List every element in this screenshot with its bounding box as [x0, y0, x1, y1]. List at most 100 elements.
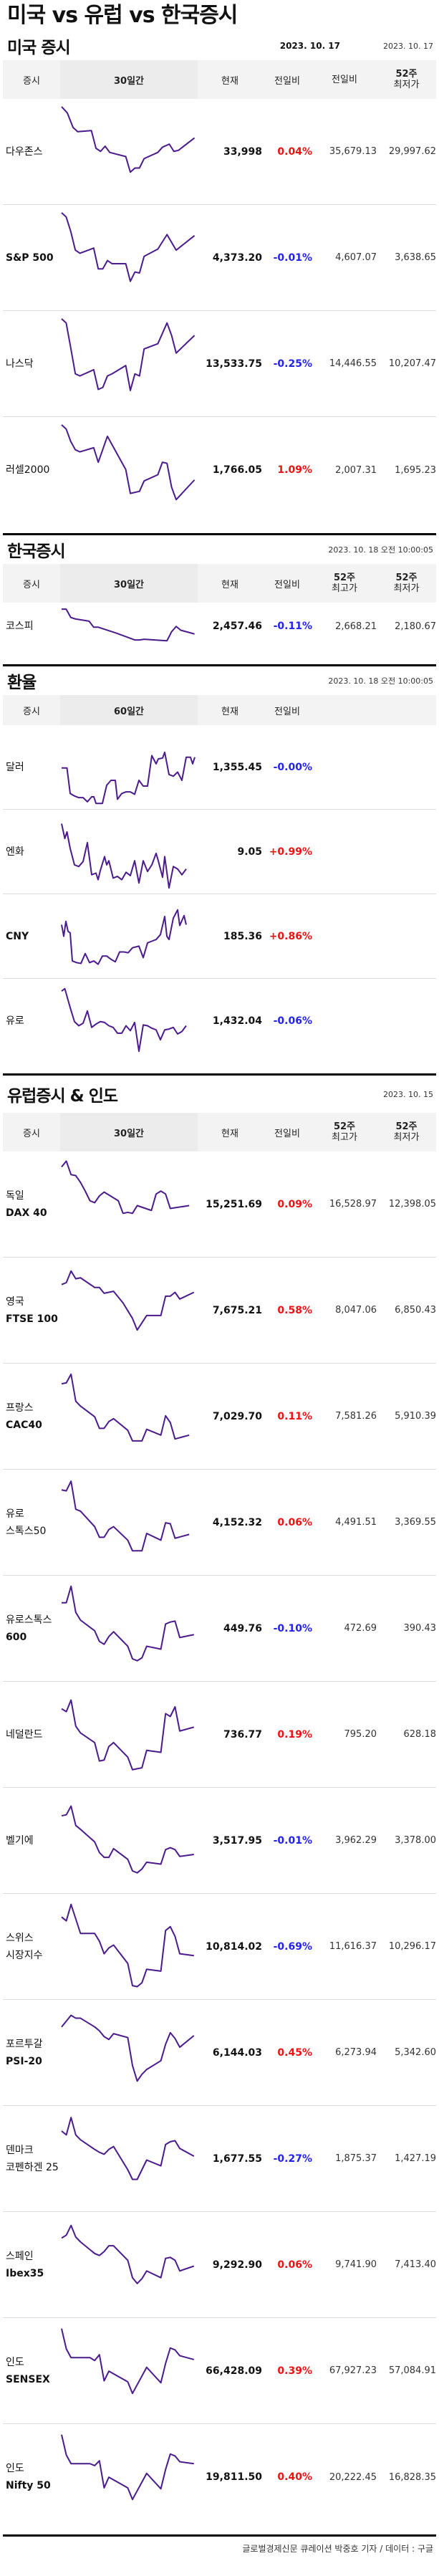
index-name-ko: 다우존스 — [6, 145, 43, 158]
current-value: 4,373.20 — [212, 252, 262, 264]
week52-high: 9,741.90 — [335, 2259, 377, 2270]
change-percent: -0.69% — [273, 1940, 312, 1953]
week52-high: 67,927.23 — [329, 2365, 377, 2376]
index-name-ko: 인도 — [6, 2463, 24, 2474]
index-name-ko: 코스피 — [6, 621, 34, 632]
week52-low: 6,850.43 — [395, 1305, 436, 1316]
change-percent: -0.27% — [273, 2153, 312, 2165]
header-current: 현재 — [221, 1128, 238, 1139]
current-value: 10,814.02 — [206, 1940, 262, 1953]
current-value: 736.77 — [223, 1728, 262, 1741]
header-low: 52주 최저가 — [393, 69, 420, 90]
index-name: 다우존스 — [3, 143, 60, 161]
week52-low: 5,910.39 — [395, 1411, 436, 1422]
header-current: 현재 — [221, 579, 238, 590]
sparkline — [60, 982, 198, 1060]
current-value: 4,152.32 — [212, 1516, 262, 1528]
index-name-ko: 덴마크 — [6, 2144, 34, 2156]
change-percent: -0.11% — [273, 621, 312, 632]
sparkline — [60, 1791, 198, 1891]
table-row: 코스피 2,457.46 -0.11% 2,668.21 2,180.67 — [3, 603, 436, 650]
index-name: 벨기에 — [3, 1832, 60, 1849]
us-rows: 다우존스 33,998 0.04% 35,679.13 29,997.62 S&P 500… — [3, 99, 436, 523]
sparkline — [60, 314, 198, 414]
korea-market-section: 한국증시 2023. 10. 18 오전 10:00:05 증시 30일간 현재… — [3, 535, 436, 650]
sparkline-chart — [61, 424, 196, 501]
change-percent: +0.86% — [269, 930, 312, 942]
section-header: 환율 2023. 10. 18 오전 10:00:05 — [3, 666, 436, 695]
sparkline — [60, 1154, 198, 1255]
section-title: 한국증시 — [7, 542, 66, 561]
index-name: 독일 DAX 40 — [3, 1187, 60, 1222]
change-percent: -0.25% — [273, 358, 312, 370]
section-date: 2023. 10. 18 오전 10:00:05 — [328, 676, 433, 686]
header-high: 전일비 — [332, 74, 357, 85]
table-row: 인도 SENSEX 66,428.09 0.39% 67,927.23 57,084.91 — [3, 2318, 436, 2424]
index-name-ko: 스위스 — [6, 1932, 34, 1944]
sparkline-chart — [61, 1159, 190, 1214]
change-percent: 0.06% — [277, 1516, 312, 1528]
index-name-en: PSI-20 — [6, 2055, 42, 2067]
current-value: 33,998 — [223, 145, 262, 158]
current-value: 15,251.69 — [206, 1198, 262, 1210]
table-row: 독일 DAX 40 15,251.69 0.09% 16,528.97 12,398.05 — [3, 1151, 436, 1258]
week52-high: 795.20 — [344, 1729, 377, 1740]
week52-high: 1,875.37 — [335, 2153, 377, 2164]
current-value: 19,811.50 — [206, 2471, 262, 2483]
week52-low: 3,638.65 — [395, 252, 436, 263]
footer-credit: 글로벌경제신문 큐레이션 박중호 기자 / 데이터 : 구글 — [242, 2544, 433, 2554]
index-name: 러셀2000 — [3, 461, 60, 479]
index-name-en: Ibex35 — [6, 2267, 44, 2279]
index-name-ko: 포르투갈 — [6, 2038, 43, 2050]
sparkline-chart — [61, 2434, 194, 2501]
sparkline-chart — [61, 909, 187, 965]
table-row: 영국 FTSE 100 7,675.21 0.58% 8,047.06 6,850.43 — [3, 1258, 436, 1364]
header-spark: 30일간 — [60, 60, 198, 99]
header-high: 52주 최고가 — [332, 573, 357, 594]
index-name-en: CAC40 — [6, 1419, 42, 1431]
index-name-ko: S&P 500 — [6, 252, 54, 264]
table-header: 증시 30일간 현재 전일비 전일비 52주 최저가 — [3, 60, 436, 99]
change-percent: +0.99% — [269, 846, 312, 858]
week52-low: 3,378.00 — [395, 1835, 436, 1846]
change-percent: 0.39% — [277, 2365, 312, 2377]
index-name-en: Nifty 50 — [6, 2480, 51, 2491]
header-high: 52주 최고가 — [332, 1121, 357, 1143]
sparkline — [60, 208, 198, 308]
index-name-ko: 프랑스 — [6, 1402, 34, 1414]
table-row: CNY 185.36 +0.86% — [3, 894, 436, 979]
index-name-ko: 벨기에 — [6, 1834, 34, 1847]
current-value: 185.36 — [223, 930, 262, 942]
header-current: 현재 — [221, 75, 238, 87]
table-header: 증시 60일간 현재 전일비 — [3, 695, 436, 725]
header-change: 전일비 — [274, 1128, 300, 1139]
change-percent: -0.10% — [273, 1622, 312, 1634]
header-change: 전일비 — [274, 706, 300, 717]
table-header: 증시 30일간 현재 전일비 52주 최고가 52주 최저가 — [3, 1113, 436, 1151]
sparkline — [60, 2321, 198, 2421]
index-name-ko: 스페인 — [6, 2250, 34, 2262]
section-divider — [3, 1073, 436, 1076]
week52-high: 7,581.26 — [335, 1411, 377, 1422]
current-value: 13,533.75 — [206, 358, 262, 370]
current-value: 7,675.21 — [212, 1304, 262, 1316]
table-header: 증시 30일간 현재 전일비 52주 최고가 52주 최저가 — [3, 564, 436, 603]
current-value: 9,292.90 — [212, 2259, 262, 2271]
sparkline — [60, 1579, 198, 1679]
change-percent: 1.09% — [277, 464, 312, 476]
fx-rows: 달러 1,355.45 -0.00% 엔화 9.05 +0.99% CNY 185.36 +0.… — [3, 725, 436, 1063]
sparkline — [60, 1366, 198, 1467]
index-name-ko: 달러 — [6, 761, 24, 773]
current-value: 449.76 — [223, 1622, 262, 1634]
week52-low: 5,342.60 — [395, 2047, 436, 2058]
section-divider — [3, 533, 436, 535]
index-name-ko: 영국 — [6, 1296, 24, 1308]
change-percent: -0.06% — [273, 1015, 312, 1027]
week52-low: 1,695.23 — [395, 464, 436, 476]
index-name-ko: 유로 — [6, 1508, 24, 1520]
index-name-en: 코펜하겐 25 — [6, 2161, 59, 2173]
index-name-en: SENSEX — [6, 2373, 50, 2385]
index-name: 유로스톡스 600 — [3, 1612, 60, 1646]
sparkline-chart — [61, 1373, 190, 1442]
week52-high: 14,446.55 — [329, 358, 377, 369]
